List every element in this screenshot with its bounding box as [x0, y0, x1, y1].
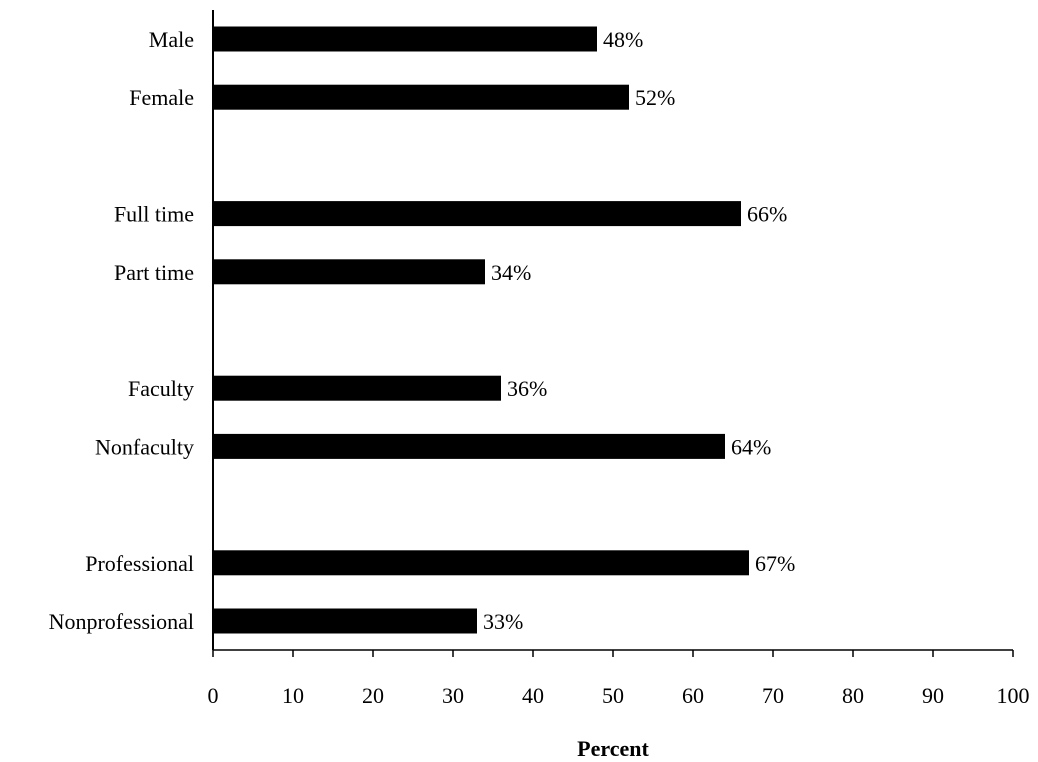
category-label-nonfaculty: Nonfaculty — [95, 434, 194, 459]
data-label-faculty: 36% — [507, 376, 547, 401]
x-tick-label-80: 80 — [842, 683, 864, 708]
bars-layer — [213, 26, 749, 634]
data-label-part-time: 34% — [491, 260, 531, 285]
data-label-professional: 67% — [755, 551, 795, 576]
bar-nonfaculty — [213, 433, 725, 459]
category-label-female: Female — [129, 85, 194, 110]
x-tick-label-90: 90 — [922, 683, 944, 708]
x-tick-label-0: 0 — [208, 683, 219, 708]
category-label-male: Male — [149, 27, 194, 52]
x-tick-label-60: 60 — [682, 683, 704, 708]
data-label-male: 48% — [603, 27, 643, 52]
x-axis-title: Percent — [577, 736, 649, 761]
category-label-part-time: Part time — [114, 260, 194, 285]
data-label-nonprofessional: 33% — [483, 609, 523, 634]
x-tick-label-50: 50 — [602, 683, 624, 708]
bar-part-time — [213, 259, 485, 285]
bar-male — [213, 26, 597, 52]
x-tick-label-30: 30 — [442, 683, 464, 708]
x-tick-label-20: 20 — [362, 683, 384, 708]
category-label-nonprofessional: Nonprofessional — [49, 609, 194, 634]
bar-nonprofessional — [213, 608, 477, 634]
x-ticks-layer: 0 10 20 30 40 50 60 70 80 90 100 — [208, 650, 1030, 708]
bar-full-time — [213, 201, 741, 227]
bar-professional — [213, 550, 749, 576]
data-labels-layer: 48% 52% 66% 34% 36% 64% 67% 33% — [483, 27, 795, 634]
bar-faculty — [213, 375, 501, 401]
data-label-female: 52% — [635, 85, 675, 110]
data-label-nonfaculty: 64% — [731, 434, 771, 459]
data-label-full-time: 66% — [747, 202, 787, 227]
category-label-professional: Professional — [85, 551, 194, 576]
bar-female — [213, 84, 629, 110]
category-labels-layer: Male Female Full time Part time Faculty Nonfa… — [49, 27, 194, 634]
x-tick-label-10: 10 — [282, 683, 304, 708]
category-label-faculty: Faculty — [128, 376, 194, 401]
x-tick-label-40: 40 — [522, 683, 544, 708]
x-tick-label-70: 70 — [762, 683, 784, 708]
category-label-full-time: Full time — [114, 202, 194, 227]
x-tick-label-100: 100 — [997, 683, 1030, 708]
